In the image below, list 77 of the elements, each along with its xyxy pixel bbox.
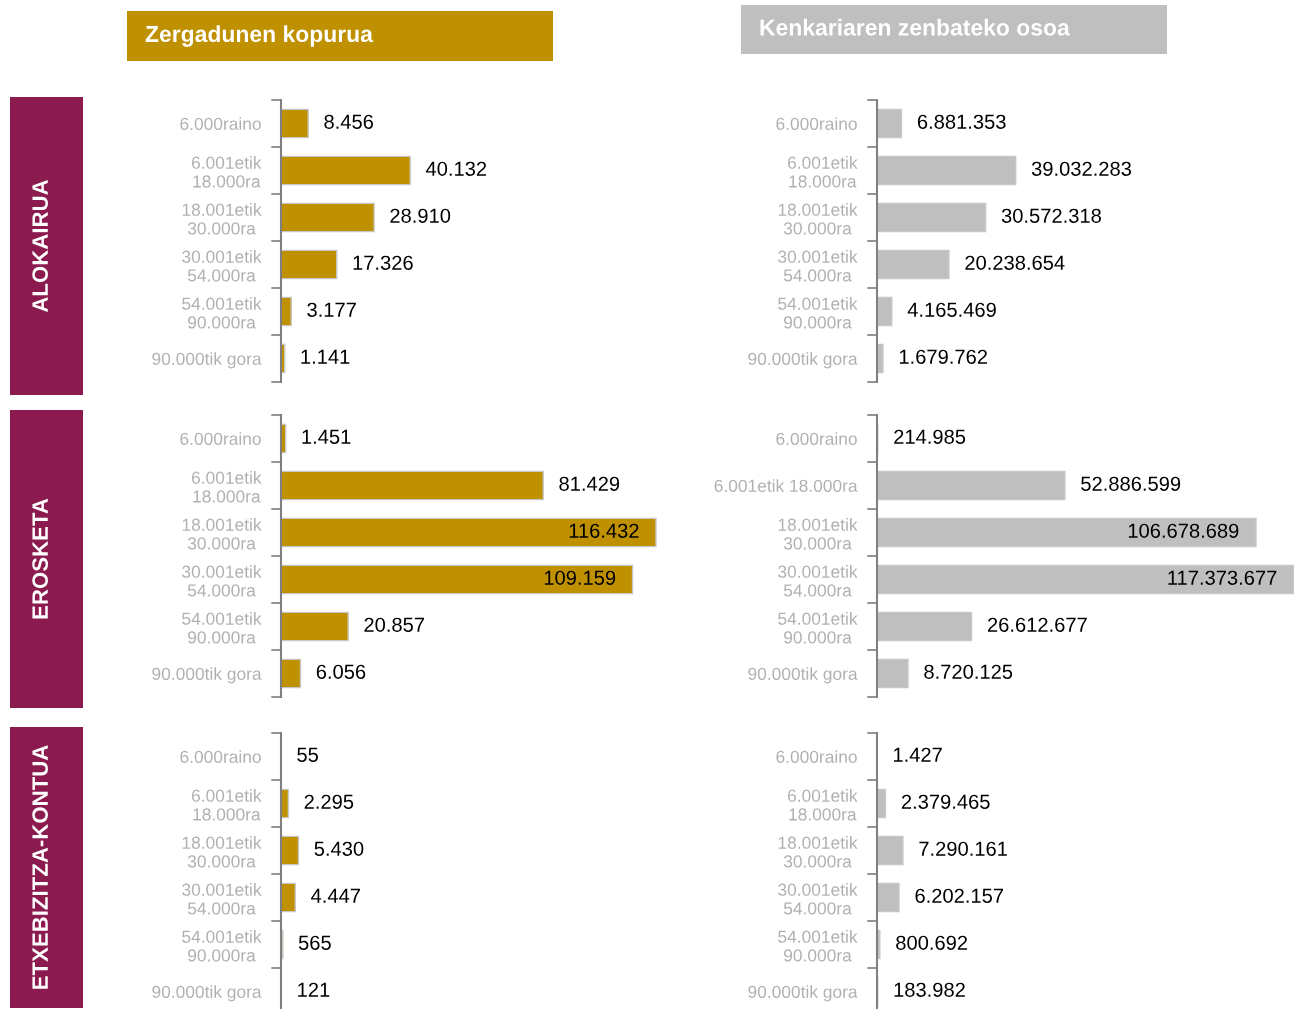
- y-tick-label: 6.001etik 18.000ra: [714, 479, 858, 492]
- data-label: 565: [298, 935, 331, 950]
- data-label: 109.159: [544, 570, 616, 585]
- data-label: 52.886.599: [1081, 476, 1181, 491]
- y-tick-label: 30.001etik 54.000ra: [778, 565, 858, 597]
- y-tick-label: 90.000tik gora: [748, 352, 858, 369]
- data-label: 8.456: [324, 114, 373, 129]
- data-label: 1.679.762: [899, 349, 987, 364]
- data-label: 81.429: [559, 476, 620, 491]
- data-label: 2.379.465: [901, 794, 990, 809]
- data-label: 800.692: [896, 935, 968, 950]
- data-label: 116.432: [569, 523, 639, 538]
- data-label: 6.202.157: [915, 888, 1004, 903]
- y-tick-label: 6.001etik 18.000ra: [787, 156, 858, 188]
- y-tick-label: 30.001etik 54.000ra: [778, 883, 858, 915]
- data-label: 17.326: [353, 255, 413, 270]
- y-tick-label: 90.000tik gora: [748, 667, 858, 684]
- data-label: 28.910: [390, 208, 451, 223]
- y-tick-label: 54.001etik 90.000ra: [182, 297, 262, 329]
- data-label: 20.238.654: [965, 255, 1065, 270]
- data-label: 214.985: [894, 429, 966, 444]
- y-axis-title: ALOKAIRUA: [32, 179, 48, 313]
- data-label: 106.678.689: [1128, 523, 1239, 538]
- y-tick-label: 6.001etik 18.000ra: [191, 471, 262, 503]
- data-label: 30.572.318: [1001, 208, 1101, 223]
- y-tick-label: 90.000tik gora: [748, 985, 858, 1002]
- data-label: 5.430: [314, 841, 364, 856]
- data-label: 117.373.677: [1168, 570, 1277, 585]
- data-label: 1.427: [893, 747, 942, 762]
- y-tick-label: 18.001etik 30.000ra: [182, 203, 262, 235]
- y-tick-label: 54.001etik 90.000ra: [778, 612, 858, 644]
- y-tick-label: 6.001etik 18.000ra: [191, 156, 262, 188]
- data-label: 40.132: [425, 161, 487, 176]
- data-label: 39.032.283: [1031, 161, 1132, 176]
- data-label: 1.451: [302, 429, 351, 444]
- data-label: 20.857: [364, 617, 424, 632]
- data-label: 4.447: [311, 888, 360, 903]
- data-label: 55: [297, 747, 318, 762]
- data-label: 1.141: [301, 349, 350, 364]
- y-tick-label: 54.001etik 90.000ra: [182, 930, 262, 962]
- y-tick-label: 6.000raino: [180, 432, 261, 445]
- y-tick-label: 54.001etik 90.000ra: [182, 612, 262, 644]
- data-label: 2.295: [304, 794, 354, 809]
- data-label: 4.165.469: [907, 302, 996, 317]
- data-label: 8.720.125: [924, 664, 1013, 679]
- y-tick-label: 18.001etik 30.000ra: [182, 836, 262, 868]
- y-tick-label: 90.000tik gora: [152, 667, 262, 684]
- data-label: 183.982: [894, 982, 965, 997]
- y-tick-label: 30.001etik 54.000ra: [778, 250, 858, 282]
- y-tick-label: 6.001etik 18.000ra: [787, 789, 858, 821]
- data-label: 7.290.161: [919, 841, 1007, 856]
- y-tick-label: 18.001etik 30.000ra: [778, 203, 858, 235]
- y-tick-label: 18.001etik 30.000ra: [778, 518, 858, 550]
- chart-title: Zergadunen kopurua: [145, 25, 374, 47]
- y-tick-label: 6.001etik 18.000ra: [191, 789, 262, 821]
- y-tick-label: 6.000raino: [180, 750, 261, 763]
- y-axis-title: EROSKETA: [32, 498, 48, 619]
- y-tick-label: 54.001etik 90.000ra: [778, 930, 858, 962]
- data-label: 6.056: [316, 664, 366, 679]
- y-tick-label: 6.000raino: [776, 750, 857, 763]
- y-tick-label: 6.000raino: [180, 117, 261, 130]
- data-label: 26.612.677: [987, 617, 1087, 632]
- y-tick-label: 30.001etik 54.000ra: [182, 883, 262, 915]
- y-tick-label: 6.000raino: [776, 117, 857, 130]
- data-label: 3.177: [307, 302, 356, 317]
- y-tick-label: 18.001etik 30.000ra: [182, 518, 262, 550]
- y-tick-label: 54.001etik 90.000ra: [778, 297, 858, 329]
- y-tick-label: 30.001etik 54.000ra: [182, 565, 262, 597]
- y-tick-label: 90.000tik gora: [152, 352, 262, 369]
- y-tick-label: 90.000tik gora: [152, 985, 262, 1002]
- data-label: 6.881.353: [917, 114, 1006, 129]
- y-tick-label: 30.001etik 54.000ra: [182, 250, 262, 282]
- chart-title: Kenkariaren zenbateko osoa: [760, 18, 1070, 36]
- y-tick-label: 6.000raino: [776, 432, 857, 445]
- data-label: 121: [298, 982, 330, 997]
- y-axis-title: ETXEBIZITZA-KONTUA: [32, 745, 48, 989]
- y-tick-label: 18.001etik 30.000ra: [778, 836, 858, 868]
